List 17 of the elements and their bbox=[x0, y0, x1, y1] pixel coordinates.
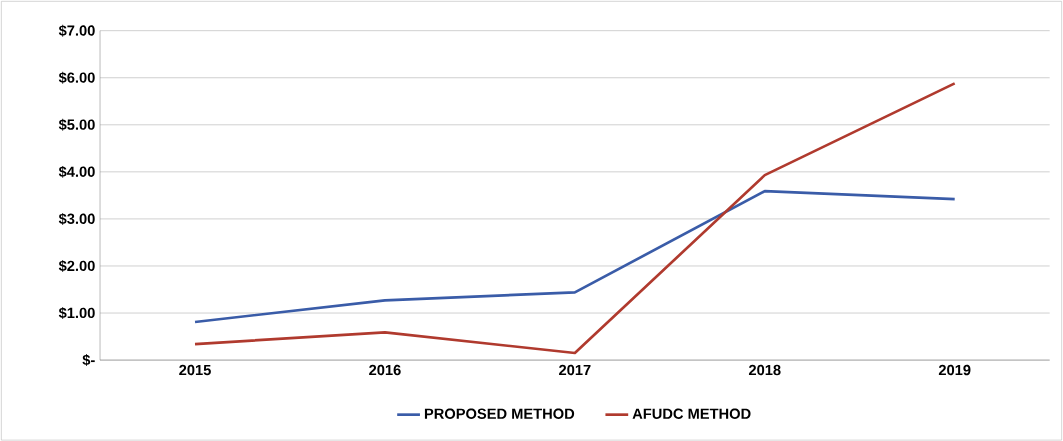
line-series bbox=[193, 81, 957, 355]
x-tick-label: 2018 bbox=[748, 364, 781, 375]
y-tick-label: $3.00 bbox=[58, 212, 95, 225]
x-tick-label: 2017 bbox=[559, 364, 591, 375]
y-tick-label: $2.00 bbox=[58, 259, 95, 272]
y-tick-label: $4.00 bbox=[58, 165, 95, 178]
y-tick-label: $5.00 bbox=[58, 118, 95, 131]
legend-label: AFUDC METHOD bbox=[632, 408, 751, 419]
line-series bbox=[193, 189, 957, 324]
x-tick-label: 2019 bbox=[938, 364, 971, 375]
legend-label: PROPOSED METHOD bbox=[424, 408, 575, 419]
x-tick-label: 2015 bbox=[179, 364, 211, 375]
y-tick-label: $6.00 bbox=[58, 71, 95, 84]
y-tick-label: $7.00 bbox=[58, 24, 95, 37]
x-tick-label: 2016 bbox=[369, 364, 401, 375]
y-tick-label: $- bbox=[82, 353, 95, 366]
y-tick-label: $1.00 bbox=[58, 306, 95, 319]
